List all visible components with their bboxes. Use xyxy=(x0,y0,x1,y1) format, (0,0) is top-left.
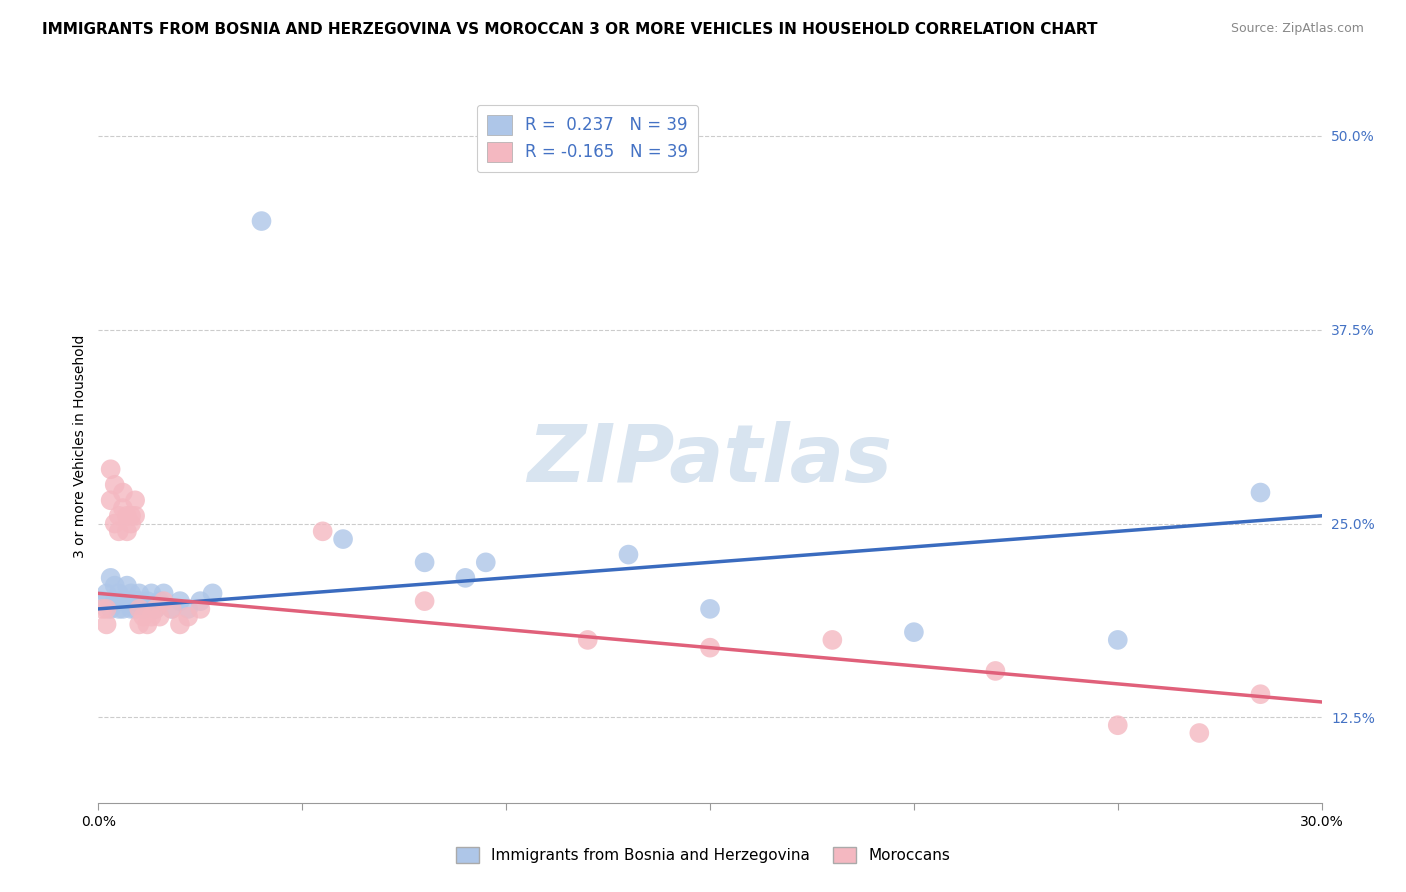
Point xyxy=(100,493,122,508)
Point xyxy=(124,602,146,616)
Point xyxy=(149,594,172,608)
Point xyxy=(699,640,721,655)
Point xyxy=(136,617,159,632)
Point xyxy=(128,594,150,608)
Text: ZIPatlas: ZIPatlas xyxy=(527,421,893,500)
Point xyxy=(617,548,640,562)
Point xyxy=(111,501,134,516)
Point xyxy=(152,594,174,608)
Point xyxy=(169,617,191,632)
Point xyxy=(821,632,844,647)
Point xyxy=(115,579,138,593)
Point xyxy=(413,555,436,569)
Point xyxy=(111,602,134,616)
Point xyxy=(145,602,167,616)
Point xyxy=(141,609,163,624)
Point xyxy=(128,586,150,600)
Point xyxy=(149,609,172,624)
Point xyxy=(201,586,224,600)
Point xyxy=(332,532,354,546)
Point xyxy=(474,555,498,569)
Point xyxy=(1107,632,1129,647)
Point xyxy=(250,214,273,228)
Point xyxy=(454,571,477,585)
Point xyxy=(108,586,131,600)
Point xyxy=(1249,485,1271,500)
Point xyxy=(91,602,114,616)
Point xyxy=(115,594,138,608)
Point xyxy=(128,602,150,616)
Point xyxy=(120,516,142,531)
Point xyxy=(188,594,212,608)
Point xyxy=(120,602,142,616)
Point xyxy=(169,594,191,608)
Text: IMMIGRANTS FROM BOSNIA AND HERZEGOVINA VS MOROCCAN 3 OR MORE VEHICLES IN HOUSEHO: IMMIGRANTS FROM BOSNIA AND HERZEGOVINA V… xyxy=(42,22,1098,37)
Point xyxy=(108,508,131,523)
Point xyxy=(576,632,599,647)
Point xyxy=(115,524,138,539)
Point xyxy=(111,594,134,608)
Point xyxy=(120,508,142,523)
Point xyxy=(984,664,1007,678)
Point xyxy=(132,609,155,624)
Point xyxy=(124,508,146,523)
Point xyxy=(111,485,134,500)
Point xyxy=(108,524,131,539)
Legend: Immigrants from Bosnia and Herzegovina, Moroccans: Immigrants from Bosnia and Herzegovina, … xyxy=(449,839,957,871)
Point xyxy=(104,579,127,593)
Point xyxy=(160,602,183,616)
Point xyxy=(104,516,127,531)
Point xyxy=(108,602,131,616)
Point xyxy=(699,602,721,616)
Point xyxy=(100,462,122,476)
Point xyxy=(177,602,200,616)
Point xyxy=(160,602,183,616)
Point xyxy=(188,602,212,616)
Point xyxy=(120,586,142,600)
Point xyxy=(141,586,163,600)
Point xyxy=(145,602,167,616)
Point xyxy=(1249,687,1271,701)
Legend: R =  0.237   N = 39, R = -0.165   N = 39: R = 0.237 N = 39, R = -0.165 N = 39 xyxy=(477,104,699,172)
Point xyxy=(312,524,335,539)
Point xyxy=(96,586,118,600)
Text: Source: ZipAtlas.com: Source: ZipAtlas.com xyxy=(1230,22,1364,36)
Point xyxy=(177,609,200,624)
Point xyxy=(128,617,150,632)
Point xyxy=(96,617,118,632)
Point xyxy=(903,625,925,640)
Point xyxy=(115,508,138,523)
Point xyxy=(100,602,122,616)
Point xyxy=(152,586,174,600)
Y-axis label: 3 or more Vehicles in Household: 3 or more Vehicles in Household xyxy=(73,334,87,558)
Point xyxy=(413,594,436,608)
Point xyxy=(124,594,146,608)
Point xyxy=(1107,718,1129,732)
Point xyxy=(136,594,159,608)
Point xyxy=(1188,726,1211,740)
Point xyxy=(104,594,127,608)
Point xyxy=(91,594,114,608)
Point xyxy=(96,602,118,616)
Point xyxy=(104,477,127,491)
Point xyxy=(100,571,122,585)
Point xyxy=(132,602,155,616)
Point xyxy=(124,493,146,508)
